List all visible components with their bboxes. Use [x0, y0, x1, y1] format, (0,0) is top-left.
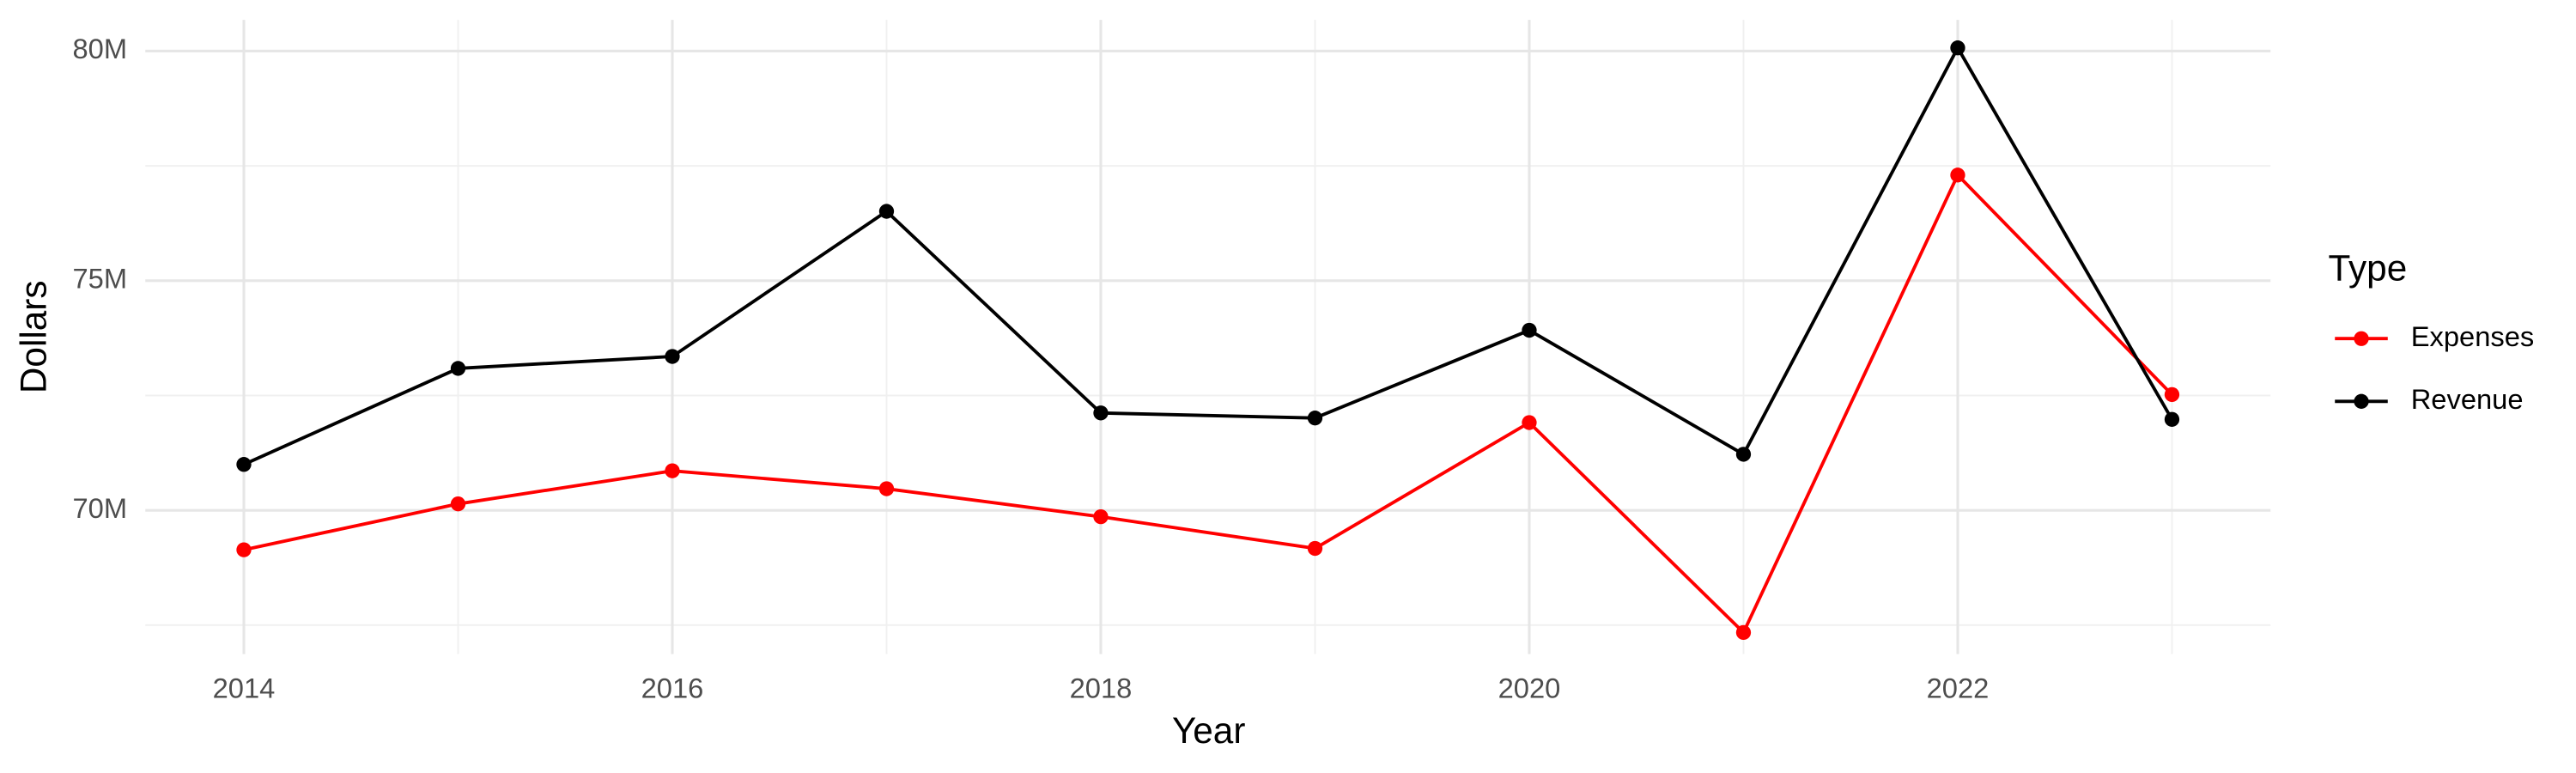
x-tick-label: 2018 [1070, 672, 1133, 703]
data-point [450, 361, 466, 376]
data-point [1522, 322, 1537, 338]
data-point [1093, 405, 1109, 421]
y-axis-title: Dollars [13, 280, 53, 393]
data-point [1735, 624, 1752, 641]
data-point [1735, 447, 1752, 462]
legend-key-point [2354, 393, 2369, 409]
legend-title: Type [2329, 248, 2408, 289]
data-point [1950, 40, 1965, 56]
data-point [878, 481, 895, 496]
data-point [878, 204, 895, 219]
series-line [243, 44, 2174, 466]
data-point [1522, 415, 1537, 430]
y-tick-label: 80M [72, 33, 127, 64]
data-point [450, 496, 466, 512]
x-tick-label: 2022 [1927, 672, 1990, 703]
legend-key-point [2354, 331, 2369, 346]
data-point [665, 463, 680, 478]
y-tick-label: 70M [72, 492, 127, 524]
legend-label: Revenue [2411, 383, 2524, 415]
data-point [1950, 167, 1965, 183]
data-point [236, 457, 252, 472]
x-tick-label: 2014 [213, 672, 276, 703]
series-line [243, 172, 2173, 636]
x-axis-title: Year [1172, 710, 1245, 751]
x-tick-label: 2020 [1498, 672, 1561, 703]
data-point [2164, 386, 2180, 403]
data-point [1307, 540, 1323, 557]
y-tick-label: 75M [72, 262, 127, 294]
data-point [2164, 411, 2180, 427]
data-point [1093, 509, 1109, 525]
data-point [236, 542, 252, 557]
x-tick-label: 2016 [641, 672, 704, 703]
legend-label: Expenses [2411, 320, 2535, 352]
data-point [665, 349, 680, 364]
data-point [1307, 411, 1323, 426]
